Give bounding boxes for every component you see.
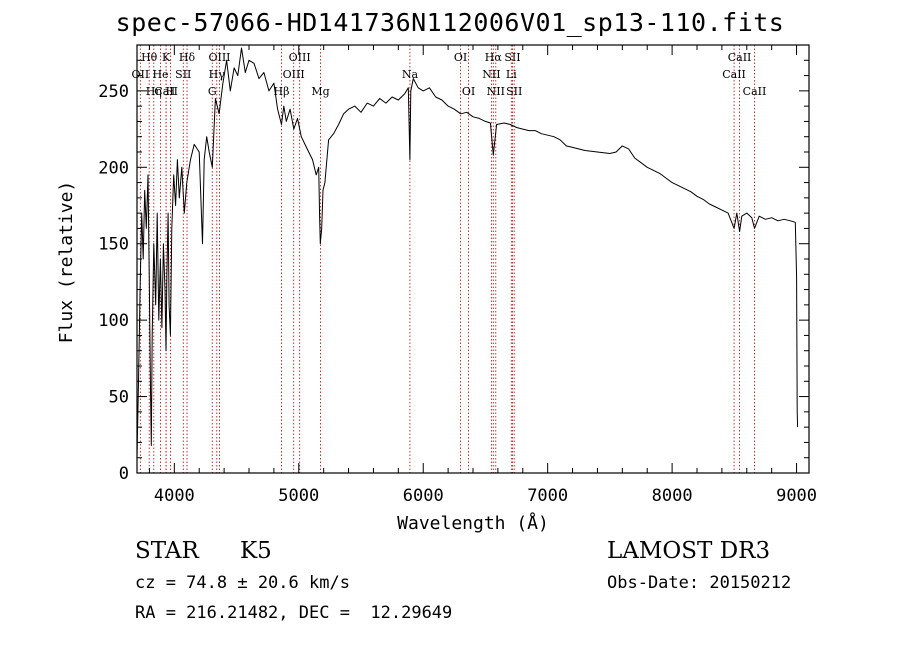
line-label: NII: [482, 68, 500, 81]
y-tick-label: 50: [109, 388, 129, 408]
line-label: OIII: [283, 68, 305, 81]
line-label: NII: [487, 85, 505, 98]
line-label: OI: [462, 85, 475, 98]
x-tick-label: 6000: [403, 486, 444, 506]
y-tick-label: 200: [98, 158, 129, 178]
spectrum-layer: [136, 47, 799, 458]
line-label: Hη: [146, 85, 162, 98]
line-label: CaII: [743, 85, 767, 98]
observation-date: Obs-Date: 20150212: [607, 573, 792, 593]
subclass: K5: [240, 538, 272, 564]
survey-name: LAMOST DR3: [607, 538, 771, 564]
label-layer: Hθ OII CaII K He Hη Hδ SII H OIII Hγ G OIII OIII Hβ Mg N…: [132, 51, 767, 98]
line-label: Li: [506, 68, 517, 81]
line-label: He: [152, 68, 168, 81]
line-label: Hα: [485, 51, 503, 64]
line-label: Hγ: [209, 68, 226, 81]
spectrum-line: [136, 47, 799, 458]
line-label: H: [166, 85, 176, 98]
line-marker-layer: [139, 45, 755, 473]
x-tick-label: 4000: [154, 486, 195, 506]
x-tick-label: 9000: [776, 486, 817, 506]
x-tick-label: 5000: [278, 486, 319, 506]
line-label: OIII: [289, 51, 311, 64]
line-label: Mg: [311, 85, 329, 98]
line-label: CaII: [728, 51, 752, 64]
line-label: SII: [504, 51, 520, 64]
line-label: K: [162, 51, 171, 64]
line-label: OII: [132, 68, 150, 81]
line-label: Hβ: [274, 85, 290, 98]
object-class: STAR: [135, 538, 199, 564]
y-tick-label: 100: [98, 311, 129, 331]
coordinates: RA = 216.21482, DEC = 12.29649: [135, 603, 453, 623]
line-label: SII: [506, 85, 522, 98]
line-label: Hθ: [141, 51, 158, 64]
line-label: CaII: [154, 85, 178, 98]
line-label: SII: [175, 68, 191, 81]
y-axis-label: Flux (relative): [56, 181, 77, 344]
line-label: G: [208, 85, 217, 98]
line-label: Na: [402, 68, 419, 81]
line-label: OI: [454, 51, 467, 64]
x-axis-label: Wavelength (Å): [397, 512, 549, 534]
chart-title: spec-57066-HD141736N112006V01_sp13-110.f…: [115, 8, 785, 37]
tick-layer: 4000 5000 6000 7000 8000 9000 0 50 100 150 200 250: [98, 45, 817, 506]
y-tick-label: 0: [119, 464, 129, 484]
x-tick-label: 8000: [652, 486, 693, 506]
line-label: OIII: [208, 51, 230, 64]
line-label: CaII: [722, 68, 746, 81]
y-tick-label: 150: [98, 235, 129, 255]
line-label: Hδ: [179, 51, 196, 64]
redshift-readout: cz = 74.8 ± 20.6 km/s: [135, 573, 350, 593]
x-tick-label: 7000: [527, 486, 568, 506]
plot-frame: [136, 44, 810, 474]
y-tick-label: 250: [98, 82, 129, 102]
